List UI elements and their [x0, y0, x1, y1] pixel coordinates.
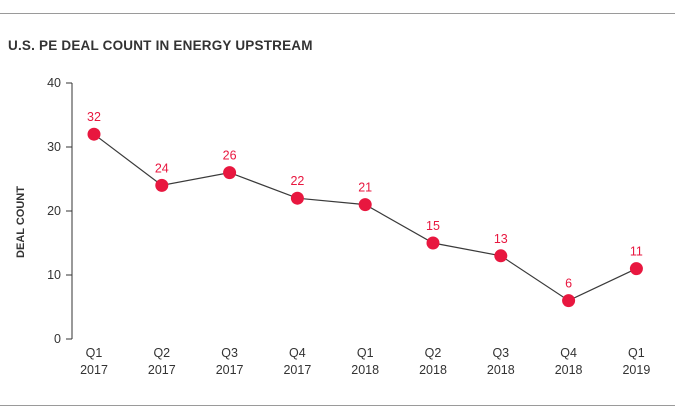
series-line — [93, 133, 637, 302]
x-tick-label-quarter: Q3 — [492, 346, 509, 360]
data-point — [358, 198, 372, 212]
data-label: 24 — [155, 161, 169, 175]
x-tick-label-quarter: Q3 — [221, 346, 238, 360]
x-tick-label-year: 2017 — [80, 363, 108, 377]
data-point — [426, 236, 440, 250]
x-tick-label-quarter: Q2 — [425, 346, 442, 360]
y-tick-label: 30 — [47, 140, 61, 154]
x-tick-label-quarter: Q1 — [628, 346, 645, 360]
data-label: 32 — [87, 110, 101, 124]
x-tick-label-quarter: Q1 — [86, 346, 103, 360]
data-label: 13 — [494, 232, 508, 246]
y-tick-label: 20 — [47, 204, 61, 218]
y-tick-label: 10 — [47, 268, 61, 282]
x-tick-label-year: 2018 — [555, 363, 583, 377]
data-point — [629, 262, 643, 276]
y-tick-label: 40 — [47, 76, 61, 90]
data-point — [223, 166, 237, 180]
data-point — [155, 178, 169, 192]
data-point — [494, 249, 508, 263]
chart-title: U.S. PE DEAL COUNT IN ENERGY UPSTREAM — [8, 38, 313, 53]
x-tick-label-quarter: Q2 — [153, 346, 170, 360]
y-tick-label: 0 — [54, 332, 61, 346]
y-axis-title: DEAL COUNT — [15, 186, 27, 258]
x-tick-label-year: 2019 — [622, 363, 650, 377]
x-tick-label-year: 2017 — [148, 363, 176, 377]
x-tick-label-year: 2018 — [487, 363, 515, 377]
x-tick-label-year: 2018 — [351, 363, 379, 377]
x-tick-label-year: 2017 — [283, 363, 311, 377]
data-point — [290, 191, 304, 205]
top-rule — [0, 13, 675, 14]
data-label: 26 — [223, 149, 237, 163]
data-point — [562, 294, 576, 308]
x-tick-label-quarter: Q4 — [560, 346, 577, 360]
x-tick-label-year: 2017 — [216, 363, 244, 377]
x-tick-label-quarter: Q1 — [357, 346, 374, 360]
data-label: 15 — [426, 219, 440, 233]
x-tick-label-year: 2018 — [419, 363, 447, 377]
data-label: 6 — [565, 277, 572, 291]
data-point — [87, 127, 101, 141]
bottom-rule — [0, 405, 675, 406]
x-tick-label-quarter: Q4 — [289, 346, 306, 360]
data-label: 11 — [630, 245, 643, 259]
data-label: 21 — [358, 181, 372, 195]
data-label: 22 — [290, 174, 304, 188]
